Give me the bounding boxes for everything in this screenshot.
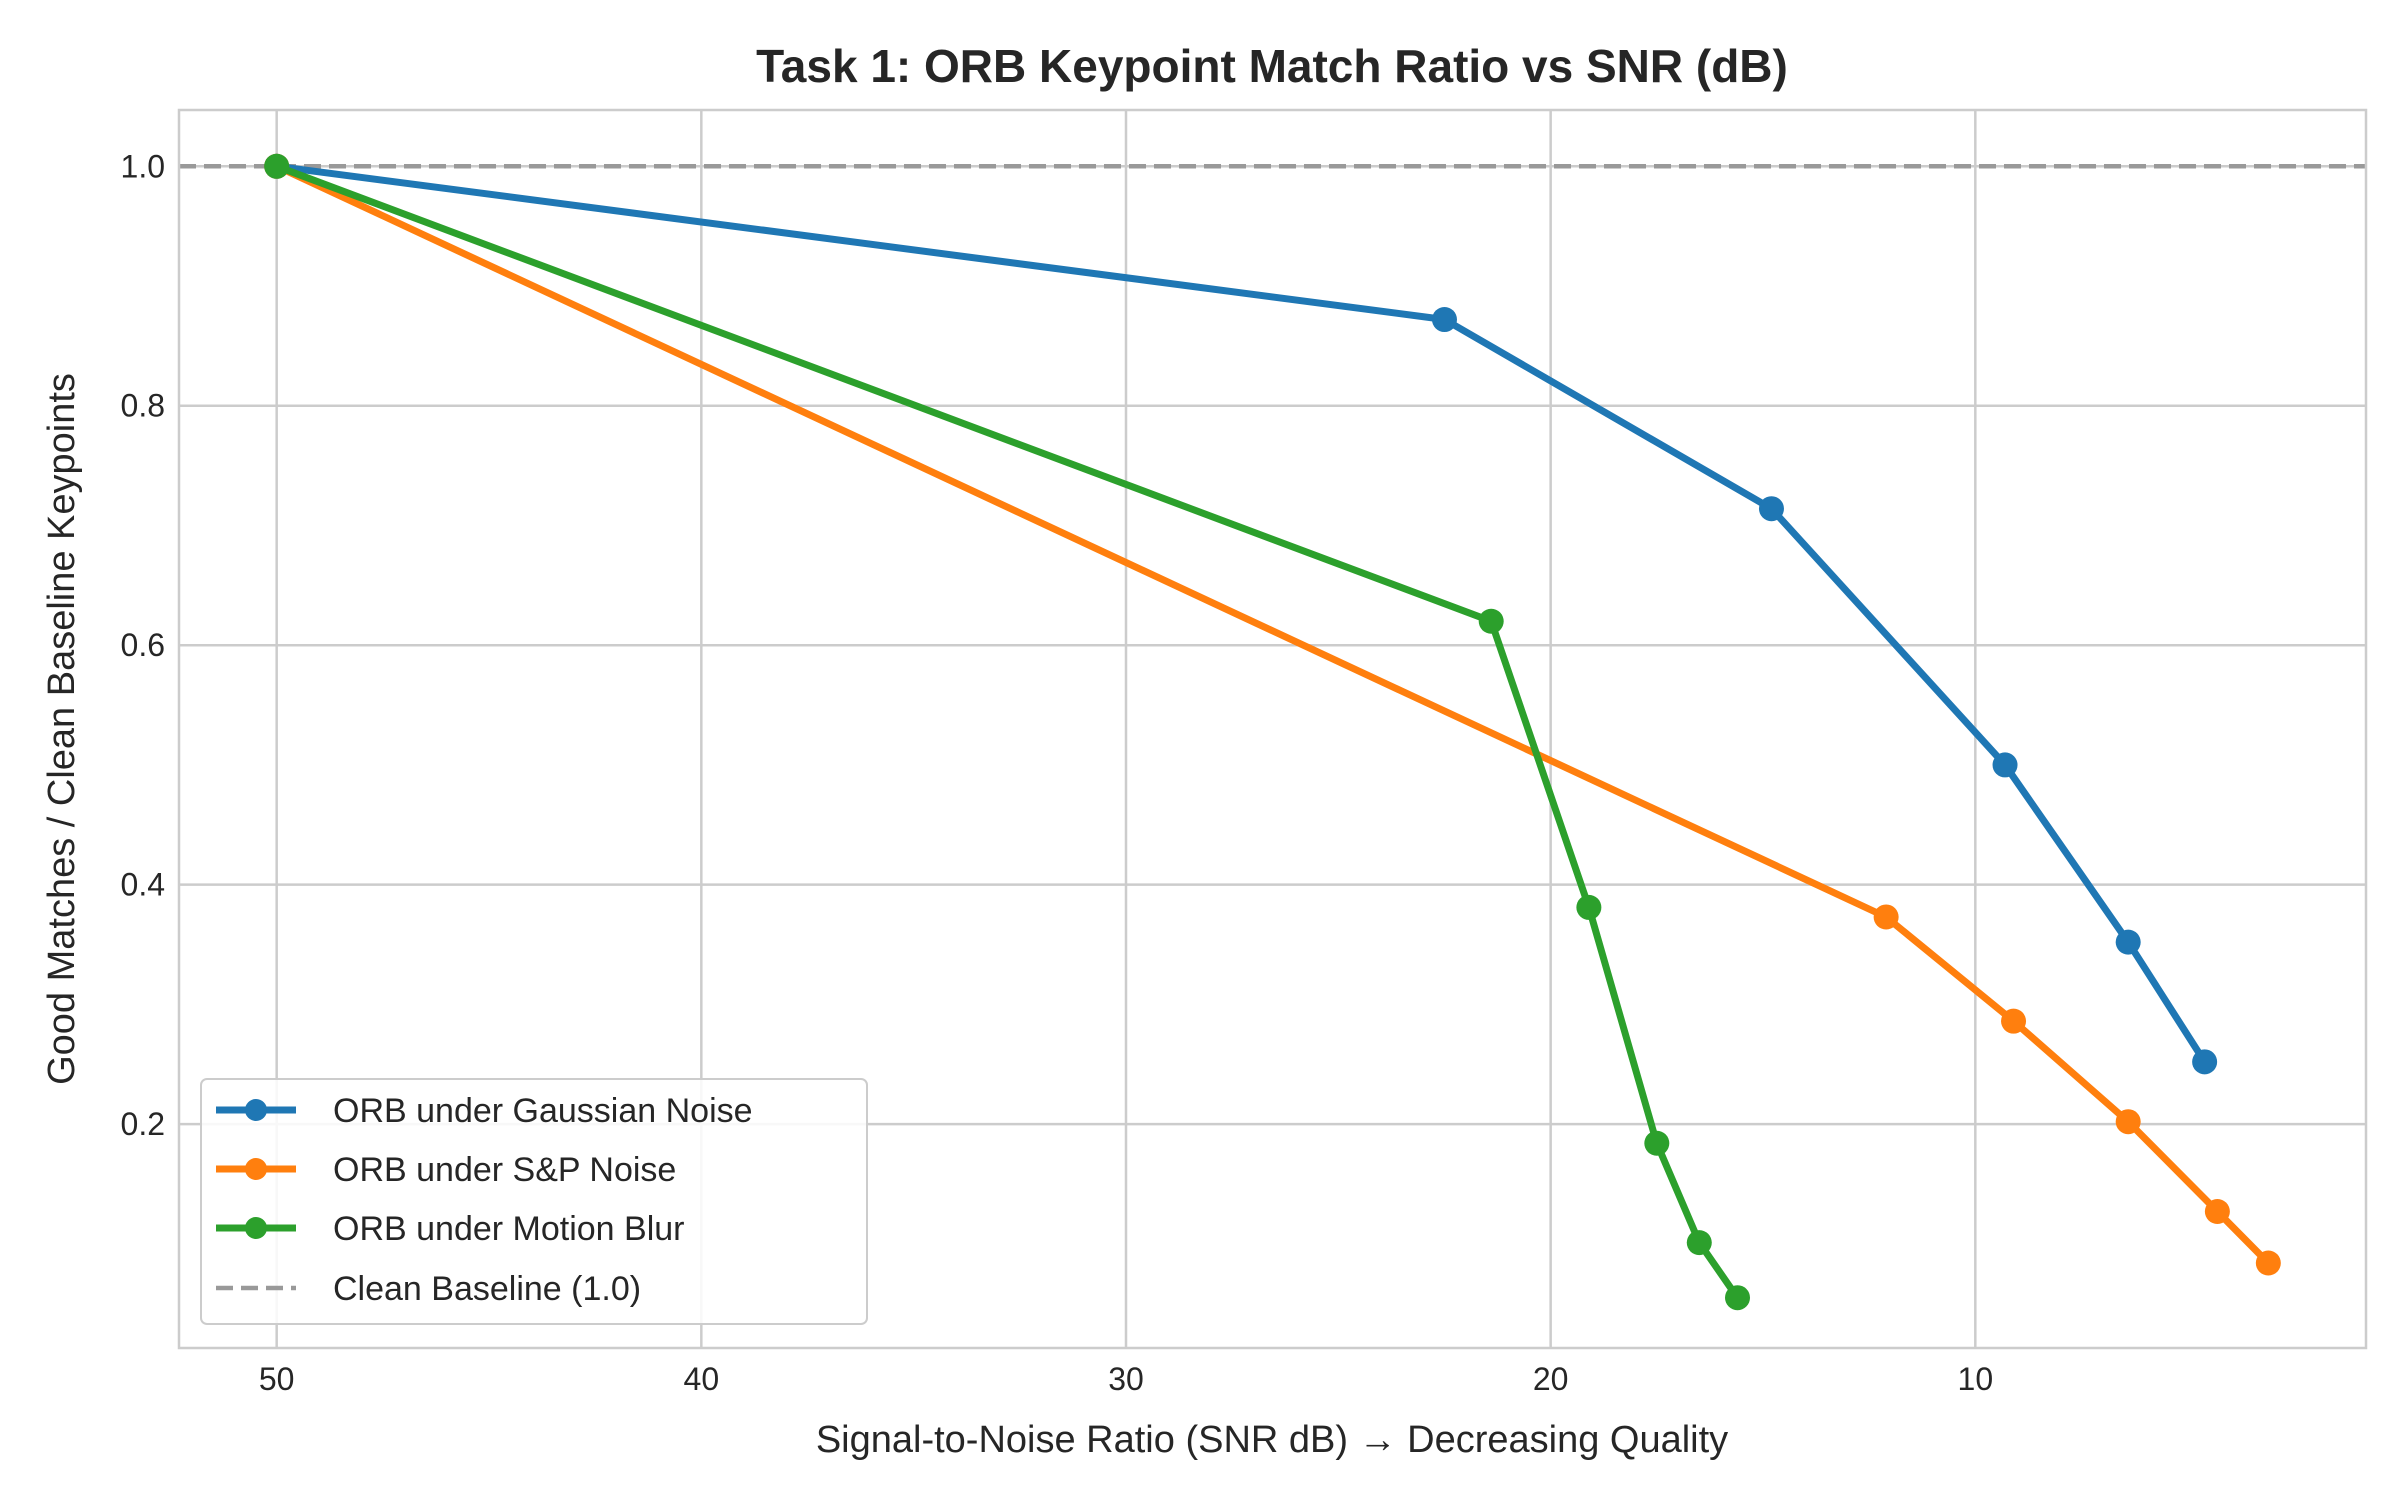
x-tick-label: 50 bbox=[259, 1361, 295, 1397]
x-tick-label: 30 bbox=[1108, 1361, 1144, 1397]
legend: ORB under Gaussian Noise ORB under S&P N… bbox=[200, 1078, 868, 1325]
tick-labels: 50 40 30 20 10 0.2 0.4 0.6 0.8 1.0 bbox=[121, 148, 1994, 1397]
data-point bbox=[264, 153, 290, 179]
legend-item-motion-blur: ORB under Motion Blur bbox=[216, 1210, 685, 1248]
data-point bbox=[1725, 1285, 1751, 1311]
series-2 bbox=[264, 153, 1751, 1311]
y-tick-label: 1.0 bbox=[121, 148, 165, 184]
legend-marker-sp bbox=[245, 1158, 267, 1180]
data-point bbox=[1576, 894, 1602, 920]
legend-item-baseline: Clean Baseline (1.0) bbox=[216, 1270, 641, 1308]
legend-label-gaussian: ORB under Gaussian Noise bbox=[333, 1092, 753, 1130]
y-axis-label: Good Matches / Clean Baseline Keypoints bbox=[41, 373, 83, 1085]
legend-marker-gaussian bbox=[245, 1099, 267, 1121]
legend-label-motion-blur: ORB under Motion Blur bbox=[333, 1210, 685, 1248]
y-tick-label: 0.2 bbox=[121, 1106, 165, 1142]
legend-frame bbox=[200, 1078, 868, 1325]
y-tick-label: 0.6 bbox=[121, 627, 165, 663]
legend-item-sp: ORB under S&P Noise bbox=[216, 1151, 676, 1189]
legend-label-sp: ORB under S&P Noise bbox=[333, 1151, 676, 1189]
x-tick-label: 10 bbox=[1958, 1361, 1994, 1397]
data-point bbox=[2115, 1109, 2141, 1135]
x-axis-label: Signal-to-Noise Ratio (SNR dB) → Decreas… bbox=[816, 1419, 1728, 1461]
data-point bbox=[2192, 1049, 2218, 1075]
legend-label-baseline: Clean Baseline (1.0) bbox=[333, 1270, 641, 1308]
data-point bbox=[1686, 1230, 1712, 1256]
x-tick-label: 40 bbox=[684, 1361, 720, 1397]
y-tick-label: 0.8 bbox=[121, 388, 165, 424]
data-point bbox=[1644, 1130, 1670, 1156]
data-point bbox=[2204, 1199, 2230, 1225]
data-point bbox=[2255, 1250, 2281, 1276]
y-tick-label: 0.4 bbox=[121, 867, 165, 903]
x-tick-label: 20 bbox=[1533, 1361, 1569, 1397]
data-point bbox=[1992, 752, 2018, 778]
data-point bbox=[1873, 904, 1899, 930]
data-point bbox=[2115, 929, 2141, 955]
data-point bbox=[1478, 608, 1504, 634]
plot-frame bbox=[177, 108, 2368, 1350]
data-point bbox=[1431, 307, 1457, 333]
data-point bbox=[1758, 496, 1784, 522]
legend-item-gaussian: ORB under Gaussian Noise bbox=[216, 1092, 753, 1130]
legend-marker-motion-blur bbox=[245, 1217, 267, 1239]
chart-title: Task 1: ORB Keypoint Match Ratio vs SNR … bbox=[756, 40, 1788, 92]
series-layer bbox=[264, 153, 2281, 1311]
series-line bbox=[273, 162, 2209, 1066]
data-point bbox=[2001, 1008, 2027, 1034]
